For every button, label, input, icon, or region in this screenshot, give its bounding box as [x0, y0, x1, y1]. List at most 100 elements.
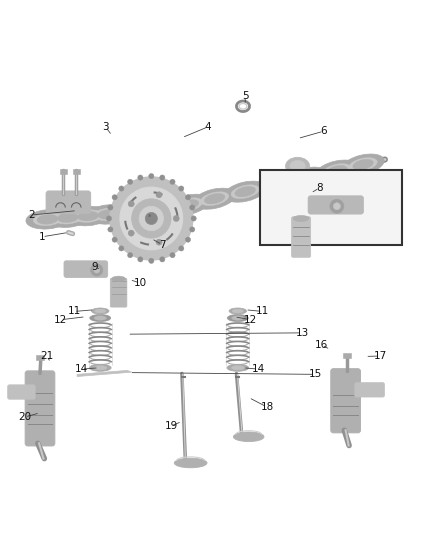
Ellipse shape: [89, 364, 111, 372]
Circle shape: [132, 199, 171, 238]
Ellipse shape: [138, 206, 159, 216]
Ellipse shape: [293, 215, 309, 222]
Text: 15: 15: [308, 369, 321, 379]
Text: 3: 3: [102, 122, 109, 132]
Text: 1: 1: [39, 232, 46, 242]
Ellipse shape: [254, 174, 297, 195]
Polygon shape: [77, 370, 132, 376]
Circle shape: [185, 237, 191, 243]
Text: 18: 18: [261, 402, 274, 412]
Bar: [73, 169, 80, 174]
Ellipse shape: [296, 172, 317, 183]
Text: 9: 9: [91, 262, 98, 271]
Text: 20: 20: [18, 412, 31, 422]
Ellipse shape: [227, 314, 248, 321]
Circle shape: [190, 227, 195, 232]
Ellipse shape: [227, 364, 249, 372]
Text: 11: 11: [67, 306, 81, 317]
Ellipse shape: [235, 187, 255, 197]
Circle shape: [127, 253, 133, 258]
Ellipse shape: [178, 199, 199, 210]
Circle shape: [333, 203, 340, 210]
Circle shape: [128, 230, 134, 236]
FancyBboxPatch shape: [46, 191, 91, 214]
Circle shape: [149, 258, 154, 263]
Circle shape: [190, 205, 195, 210]
Circle shape: [139, 206, 163, 231]
Circle shape: [106, 216, 112, 221]
Circle shape: [156, 192, 162, 198]
Ellipse shape: [323, 164, 351, 177]
Circle shape: [112, 237, 117, 243]
Ellipse shape: [112, 276, 126, 281]
Text: 5: 5: [242, 91, 248, 101]
Circle shape: [110, 177, 193, 260]
FancyBboxPatch shape: [308, 196, 364, 214]
Ellipse shape: [95, 309, 106, 313]
Ellipse shape: [134, 205, 163, 217]
Circle shape: [149, 174, 154, 179]
Circle shape: [120, 187, 183, 250]
Ellipse shape: [46, 208, 89, 228]
FancyBboxPatch shape: [355, 383, 385, 397]
Bar: [343, 353, 351, 358]
Bar: [261, 171, 403, 245]
Ellipse shape: [67, 206, 110, 226]
Circle shape: [156, 239, 162, 245]
Ellipse shape: [127, 201, 170, 221]
Ellipse shape: [232, 316, 244, 320]
Text: 12: 12: [244, 315, 257, 325]
FancyBboxPatch shape: [64, 261, 108, 277]
Circle shape: [108, 227, 113, 232]
Ellipse shape: [292, 171, 321, 184]
Circle shape: [145, 212, 157, 224]
Circle shape: [191, 216, 196, 221]
Ellipse shape: [94, 366, 107, 370]
Text: 4: 4: [205, 122, 212, 132]
Ellipse shape: [94, 316, 106, 320]
Ellipse shape: [94, 208, 123, 221]
Ellipse shape: [290, 160, 305, 172]
Circle shape: [330, 199, 344, 213]
Circle shape: [119, 246, 124, 251]
Bar: [60, 169, 67, 174]
Text: 8: 8: [316, 183, 323, 193]
Text: 10: 10: [134, 278, 147, 288]
Ellipse shape: [53, 212, 82, 224]
Circle shape: [160, 175, 165, 180]
FancyBboxPatch shape: [331, 369, 360, 433]
Circle shape: [179, 186, 184, 191]
Ellipse shape: [74, 210, 102, 222]
Text: 21: 21: [40, 351, 53, 361]
Circle shape: [179, 246, 184, 251]
Text: 2: 2: [28, 210, 35, 220]
Circle shape: [128, 201, 134, 207]
Ellipse shape: [33, 213, 62, 225]
Circle shape: [138, 257, 143, 262]
Ellipse shape: [261, 177, 290, 191]
Circle shape: [108, 205, 113, 210]
Text: 17: 17: [374, 351, 387, 361]
Ellipse shape: [233, 432, 264, 441]
FancyBboxPatch shape: [291, 217, 311, 257]
Text: 12: 12: [54, 315, 67, 325]
Circle shape: [119, 186, 124, 191]
Ellipse shape: [194, 188, 236, 209]
Ellipse shape: [204, 193, 225, 204]
Text: 6: 6: [321, 126, 327, 136]
FancyBboxPatch shape: [110, 278, 127, 307]
Ellipse shape: [229, 308, 247, 314]
Bar: [36, 354, 44, 360]
Ellipse shape: [87, 205, 130, 224]
Ellipse shape: [98, 209, 119, 219]
Circle shape: [127, 179, 133, 184]
Ellipse shape: [342, 154, 384, 175]
Circle shape: [185, 195, 191, 200]
Circle shape: [94, 267, 100, 273]
Ellipse shape: [231, 185, 259, 199]
Text: 14: 14: [75, 364, 88, 374]
Text: 13: 13: [295, 328, 309, 338]
Circle shape: [112, 195, 117, 200]
Text: 7: 7: [159, 240, 166, 249]
Ellipse shape: [316, 160, 358, 181]
